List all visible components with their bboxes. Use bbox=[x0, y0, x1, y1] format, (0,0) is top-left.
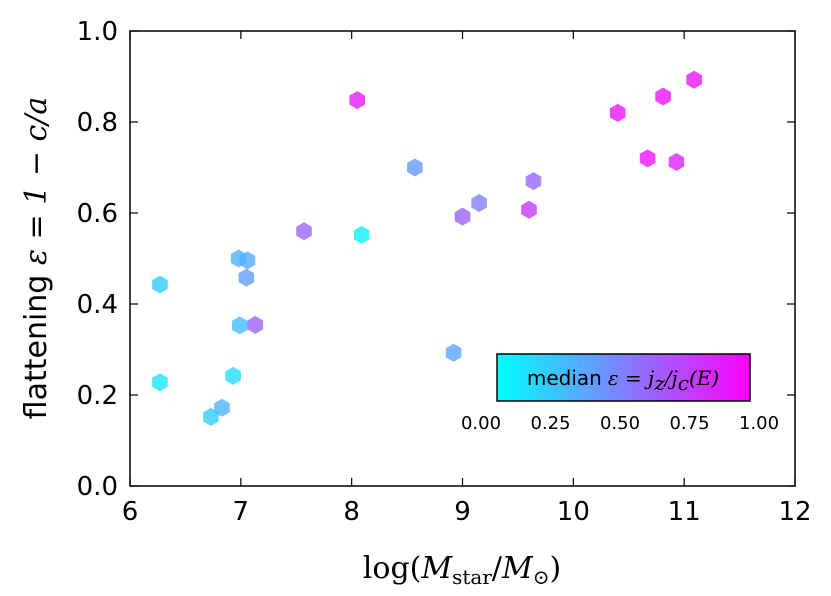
data-point-11 bbox=[349, 91, 365, 110]
y-tick-label: 0.6 bbox=[77, 199, 118, 229]
data-point-16 bbox=[471, 193, 487, 212]
colorbar-tick-label: 0.25 bbox=[530, 413, 570, 434]
data-point-20 bbox=[639, 149, 656, 168]
data-point-18 bbox=[525, 172, 542, 191]
data-point-7 bbox=[239, 251, 256, 270]
x-axis-label: log(Mstar/M⊙) bbox=[363, 551, 561, 589]
x-tick-label: 12 bbox=[778, 497, 811, 527]
axis-ticks: 6 7 8 9 10 11 12 0.0 0.2 0.4 0.6 0.8 1.0 bbox=[77, 17, 812, 527]
x-tick-label: 9 bbox=[454, 497, 471, 527]
x-tick-label: 7 bbox=[233, 497, 250, 527]
colorbar-tick-label: 0.50 bbox=[600, 413, 640, 434]
x-tick-label: 8 bbox=[343, 497, 360, 527]
colorbar-tick-label: 1.00 bbox=[739, 413, 779, 434]
y-tick-label: 0.2 bbox=[77, 381, 118, 411]
y-tick-label: 0.8 bbox=[77, 108, 118, 138]
data-point-4 bbox=[225, 366, 241, 385]
data-point-9 bbox=[247, 315, 264, 334]
y-tick-label: 1.0 bbox=[77, 17, 118, 47]
data-point-22 bbox=[668, 153, 685, 172]
y-tick-label: 0.4 bbox=[77, 290, 118, 320]
data-point-17 bbox=[521, 200, 537, 219]
data-point-14 bbox=[445, 343, 462, 362]
colorbar-tick-label: 0.00 bbox=[461, 413, 501, 434]
data-points bbox=[152, 70, 702, 426]
data-point-10 bbox=[296, 222, 312, 241]
colorbar: median ε = jz/jc(E) 0.00 0.25 0.50 0.75 1.00 bbox=[461, 353, 779, 434]
x-tick-label: 10 bbox=[557, 497, 590, 527]
data-point-21 bbox=[655, 87, 671, 106]
data-point-19 bbox=[609, 103, 626, 122]
colorbar-label: median ε = jz/jc(E) bbox=[527, 366, 719, 395]
data-point-1 bbox=[152, 373, 168, 392]
data-point-12 bbox=[353, 225, 370, 244]
colorbar-gradient bbox=[496, 353, 751, 402]
colorbar-tick-label: 0.75 bbox=[669, 413, 709, 434]
data-point-0 bbox=[152, 275, 168, 294]
y-axis-label: flattening ε = 1 − c/a bbox=[19, 97, 54, 420]
data-point-6 bbox=[231, 316, 248, 335]
colorbar-ticks: 0.00 0.25 0.50 0.75 1.00 bbox=[461, 413, 779, 434]
data-point-13 bbox=[407, 158, 423, 177]
data-point-23 bbox=[686, 70, 702, 89]
x-tick-label: 11 bbox=[668, 497, 701, 527]
data-point-3 bbox=[214, 398, 230, 417]
y-tick-label: 0.0 bbox=[77, 472, 118, 502]
data-point-15 bbox=[454, 207, 471, 226]
x-tick-label: 6 bbox=[122, 497, 139, 527]
data-point-8 bbox=[238, 268, 255, 287]
